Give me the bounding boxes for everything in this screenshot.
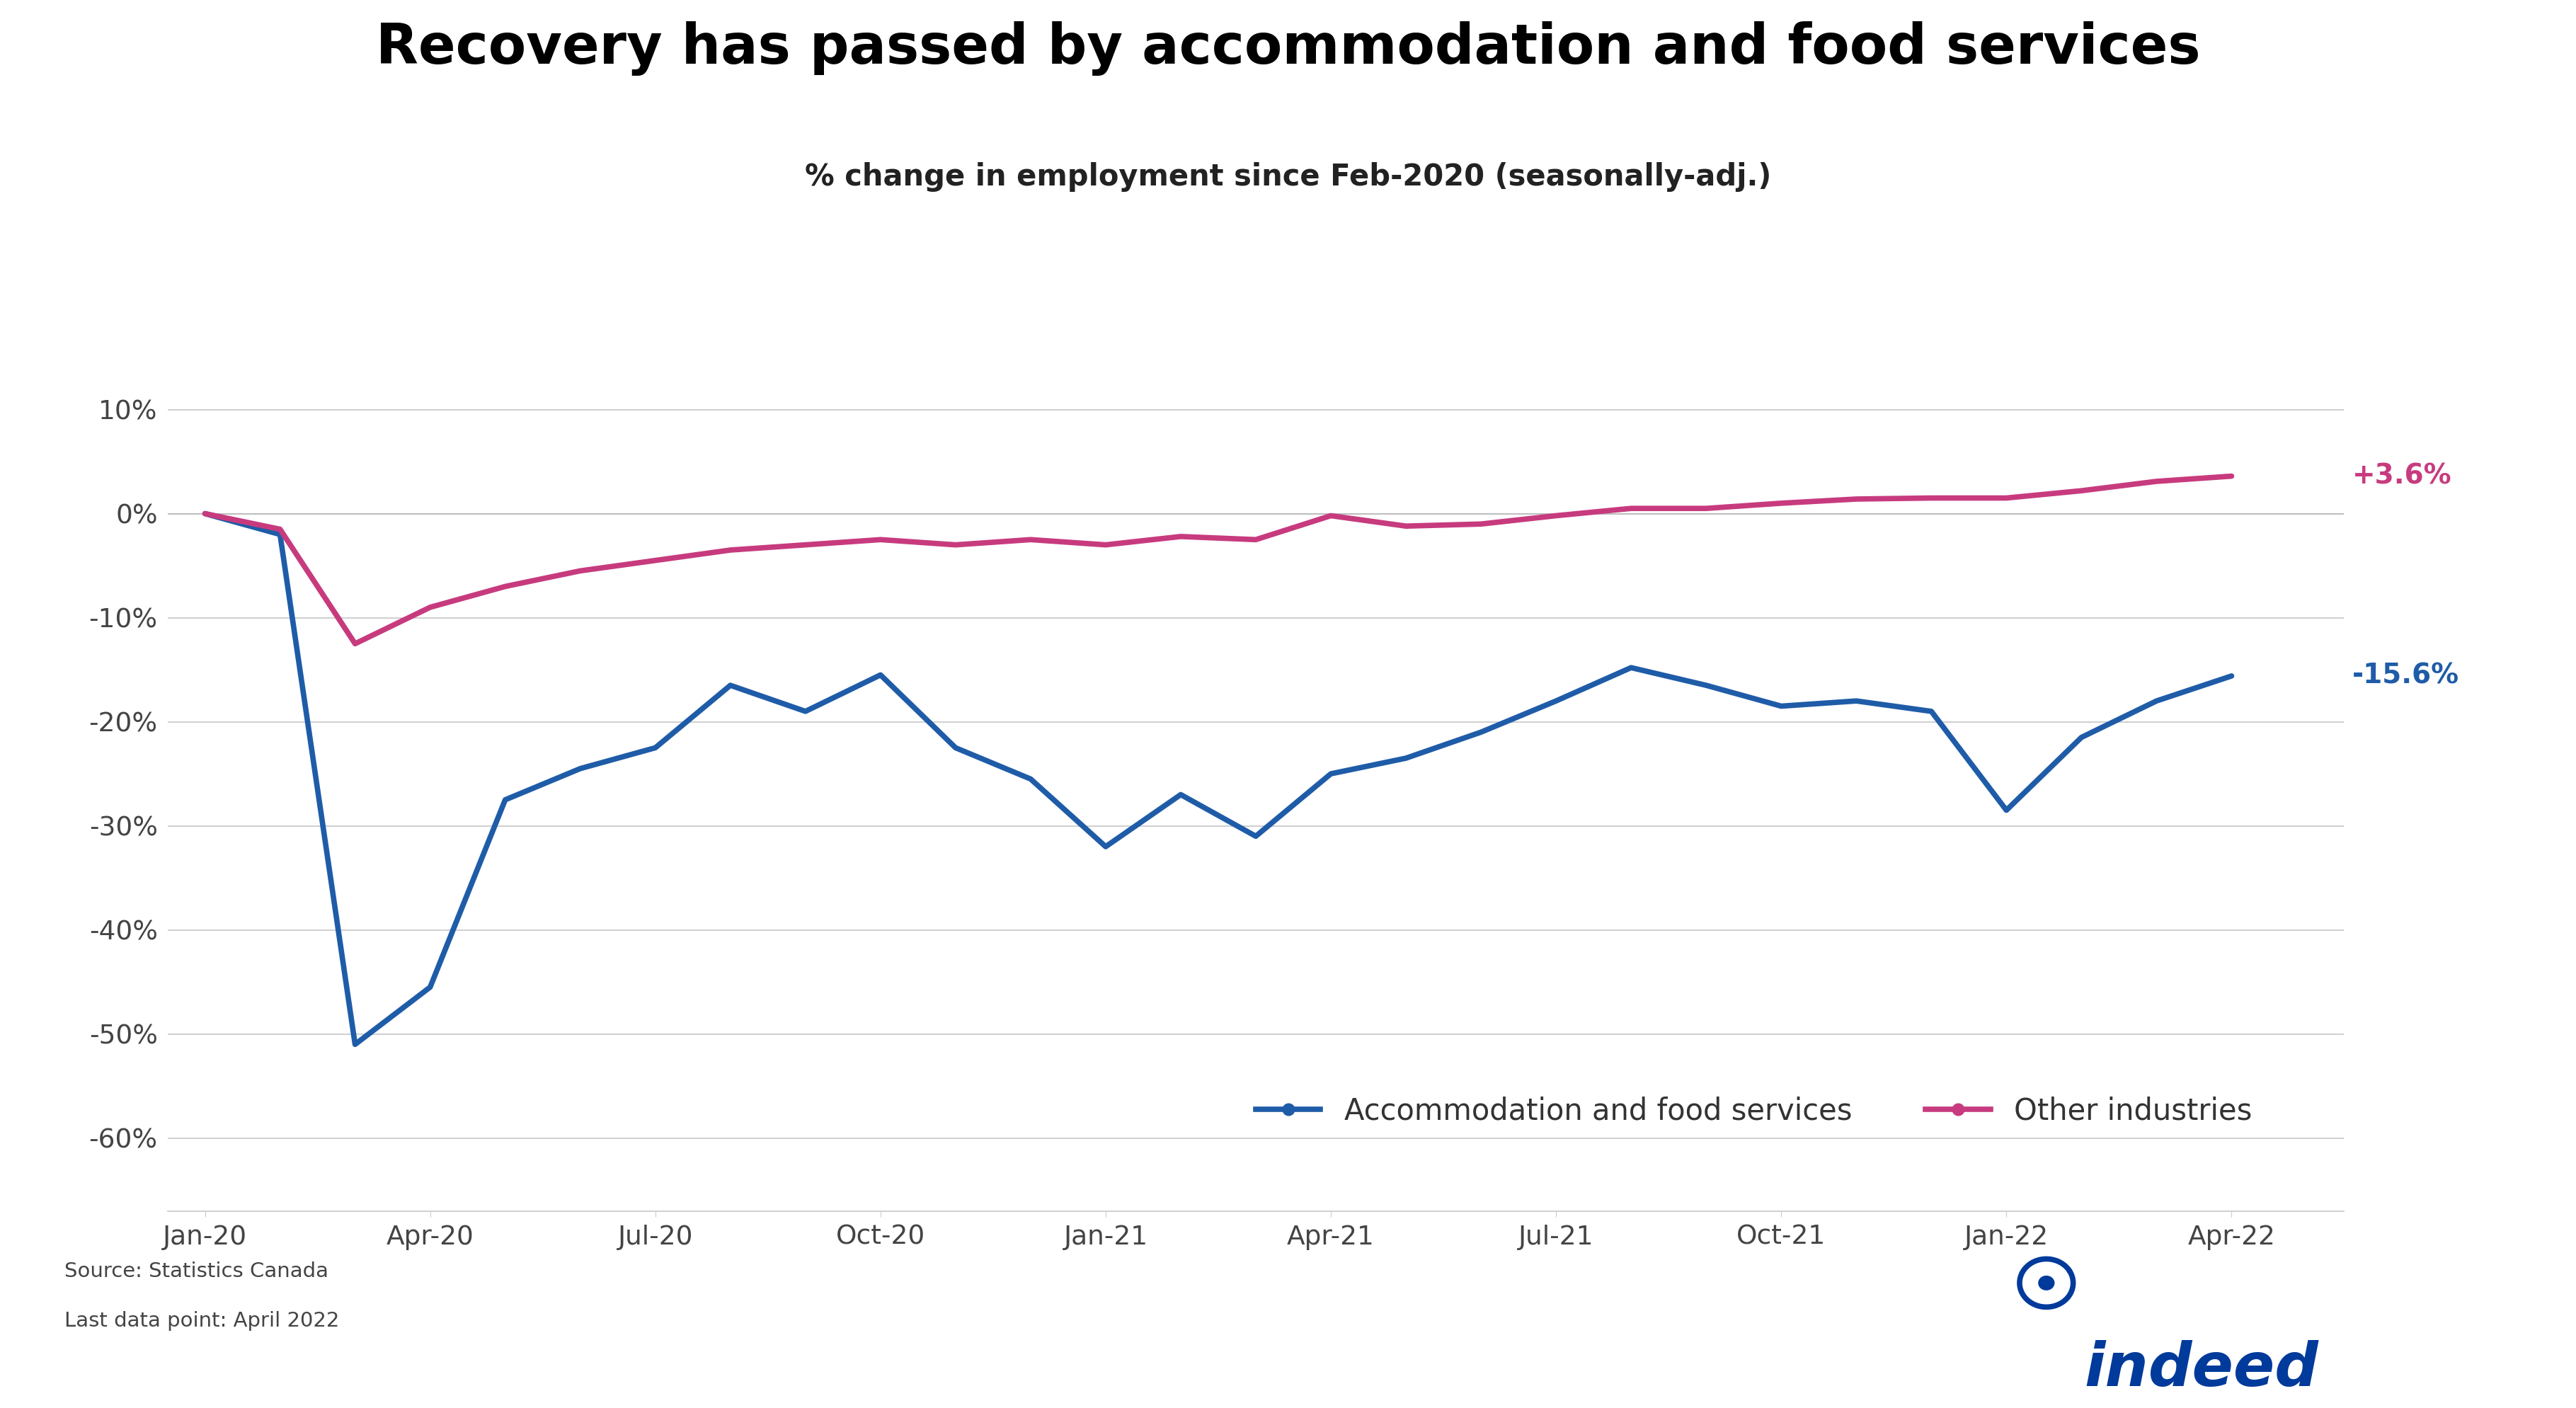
Text: -15.6%: -15.6%: [2352, 663, 2460, 690]
Text: Source: Statistics Canada: Source: Statistics Canada: [64, 1262, 330, 1281]
Text: % change in employment since Feb-2020 (seasonally-adj.): % change in employment since Feb-2020 (s…: [804, 162, 1772, 191]
Text: Last data point: April 2022: Last data point: April 2022: [64, 1311, 340, 1331]
Text: indeed: indeed: [2084, 1340, 2318, 1398]
Text: Recovery has passed by accommodation and food services: Recovery has passed by accommodation and…: [376, 21, 2200, 76]
Circle shape: [2038, 1276, 2056, 1290]
Legend: Accommodation and food services, Other industries: Accommodation and food services, Other i…: [1244, 1084, 2264, 1138]
Text: +3.6%: +3.6%: [2352, 463, 2452, 490]
